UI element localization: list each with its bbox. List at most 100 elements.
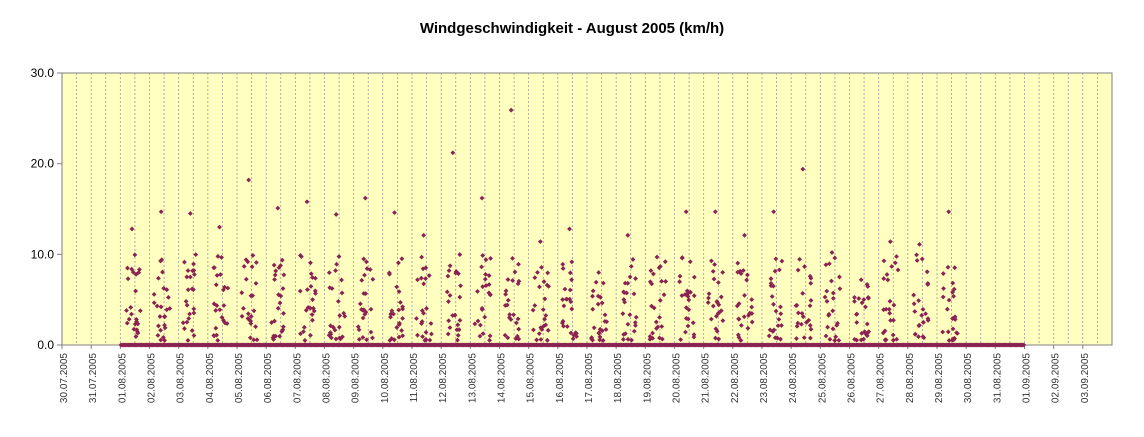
data-point bbox=[914, 258, 920, 263]
data-point bbox=[280, 286, 286, 291]
data-point bbox=[625, 232, 631, 238]
data-point bbox=[773, 256, 779, 262]
data-point bbox=[479, 305, 485, 311]
data-point bbox=[334, 261, 340, 267]
data-point bbox=[414, 316, 419, 321]
data-point bbox=[310, 297, 316, 303]
data-point bbox=[945, 329, 951, 335]
data-point bbox=[505, 335, 511, 341]
x-tick-label: 16.08.2005 bbox=[555, 353, 566, 403]
data-point bbox=[837, 286, 843, 292]
data-point bbox=[657, 263, 663, 269]
data-point bbox=[308, 271, 314, 277]
data-point bbox=[891, 317, 896, 323]
data-point bbox=[271, 337, 276, 342]
data-point bbox=[771, 209, 777, 215]
data-point bbox=[688, 289, 693, 295]
data-point bbox=[479, 264, 484, 270]
data-point bbox=[749, 304, 755, 310]
data-point bbox=[738, 271, 744, 277]
data-point bbox=[823, 262, 829, 268]
data-point bbox=[795, 267, 801, 273]
data-point bbox=[222, 284, 227, 290]
data-point bbox=[215, 253, 221, 259]
data-point bbox=[363, 291, 369, 297]
data-point bbox=[191, 310, 197, 316]
x-tick-label: 06.08.2005 bbox=[263, 353, 274, 403]
data-point bbox=[397, 320, 402, 326]
data-point bbox=[505, 297, 511, 303]
data-point bbox=[564, 324, 570, 329]
data-point bbox=[678, 337, 684, 343]
data-point bbox=[892, 260, 898, 266]
data-point bbox=[532, 303, 538, 308]
data-point bbox=[772, 335, 778, 341]
data-point bbox=[273, 333, 279, 339]
data-point bbox=[736, 316, 741, 322]
data-point bbox=[272, 277, 277, 282]
data-point bbox=[631, 291, 637, 297]
data-point bbox=[429, 331, 434, 337]
data-point bbox=[479, 195, 485, 201]
data-point bbox=[597, 337, 603, 343]
data-point bbox=[396, 334, 402, 340]
data-point bbox=[160, 269, 165, 275]
data-point bbox=[650, 330, 655, 336]
data-point bbox=[625, 280, 631, 286]
data-point bbox=[823, 333, 829, 339]
x-tick-label: 01.08.2005 bbox=[117, 353, 128, 403]
data-point bbox=[854, 337, 860, 343]
data-point bbox=[895, 267, 901, 273]
data-point bbox=[779, 323, 784, 328]
data-point bbox=[361, 256, 367, 262]
x-tick-label: 14.08.2005 bbox=[497, 353, 508, 403]
data-point bbox=[154, 303, 160, 309]
x-tick-label: 03.08.2005 bbox=[176, 353, 187, 403]
data-point bbox=[218, 272, 223, 277]
data-point bbox=[911, 301, 917, 307]
data-point bbox=[654, 326, 659, 331]
data-point bbox=[718, 308, 724, 314]
data-point bbox=[808, 298, 814, 303]
data-point bbox=[189, 328, 195, 333]
data-point bbox=[599, 300, 605, 306]
data-point bbox=[595, 301, 601, 307]
data-point bbox=[326, 270, 332, 275]
data-point bbox=[423, 276, 428, 282]
data-point bbox=[455, 332, 461, 338]
data-point bbox=[399, 256, 405, 262]
data-point bbox=[925, 280, 931, 286]
data-point bbox=[627, 274, 633, 280]
data-point bbox=[883, 306, 889, 312]
data-point bbox=[920, 319, 926, 325]
data-point bbox=[562, 286, 568, 292]
data-point bbox=[567, 287, 573, 293]
data-point bbox=[657, 335, 662, 341]
data-point bbox=[599, 328, 605, 334]
data-point bbox=[281, 272, 287, 278]
data-point bbox=[458, 283, 463, 289]
data-point bbox=[881, 307, 887, 313]
data-point bbox=[360, 315, 366, 321]
data-point bbox=[687, 259, 693, 265]
data-point bbox=[503, 288, 509, 294]
data-point bbox=[341, 310, 347, 316]
data-point bbox=[272, 318, 277, 324]
data-point bbox=[214, 272, 220, 278]
data-point bbox=[368, 329, 374, 335]
data-point bbox=[510, 255, 515, 261]
data-point bbox=[887, 298, 893, 304]
data-point bbox=[357, 301, 363, 307]
data-point bbox=[955, 330, 960, 336]
data-point bbox=[277, 300, 283, 306]
data-point bbox=[543, 322, 549, 328]
data-point bbox=[483, 257, 489, 263]
data-point bbox=[272, 272, 278, 278]
data-point bbox=[211, 265, 217, 271]
data-point bbox=[251, 337, 257, 343]
data-point bbox=[542, 316, 548, 322]
data-point bbox=[298, 331, 303, 337]
data-point bbox=[457, 294, 463, 300]
data-point bbox=[421, 281, 427, 287]
data-point bbox=[312, 275, 318, 281]
